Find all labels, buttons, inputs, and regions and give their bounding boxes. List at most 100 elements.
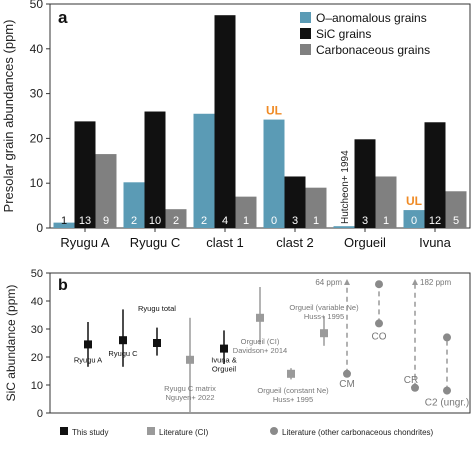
range-label: CO: [372, 331, 387, 342]
count-label: 3: [362, 215, 368, 227]
data-point: [84, 340, 92, 349]
count-label: 2: [173, 215, 179, 227]
legend-label: Literature (CI): [159, 428, 209, 437]
category-label: Orgueil: [344, 235, 386, 250]
panel-label: a: [58, 8, 68, 27]
bar: [305, 187, 327, 228]
point-label: Ryugu C: [108, 349, 138, 358]
bar: [403, 210, 425, 228]
bar: [165, 209, 187, 228]
bar: [445, 191, 467, 228]
data-point: [287, 369, 295, 378]
bar: [193, 113, 215, 228]
point-label: Orgueil (variable Ne) Huss+ 1995: [289, 303, 359, 321]
y-tick-label: 40: [31, 296, 43, 308]
y-tick-label: 50: [30, 0, 44, 11]
count-label: 5: [453, 215, 459, 227]
count-label: 3: [292, 215, 298, 227]
range-bottom-marker: [375, 319, 383, 328]
bar: [263, 119, 285, 228]
data-point: [220, 344, 228, 353]
legend-swatch: [300, 28, 311, 39]
count-label: 0: [271, 215, 277, 227]
arrow-label: 64 ppm: [315, 278, 342, 287]
bar: [144, 111, 166, 228]
range-top-marker: [443, 333, 451, 342]
range-label: CM: [339, 379, 355, 390]
point-label: Ryugu C matrix Nguyen+ 2022: [164, 384, 216, 402]
bar: [235, 196, 257, 228]
count-label: 4: [222, 215, 228, 227]
range-bottom-marker: [343, 369, 351, 378]
bar: [123, 182, 145, 228]
count-label: 1: [61, 215, 67, 227]
data-point: [153, 339, 161, 347]
y-tick-label: 0: [36, 221, 43, 235]
range-label: C2 (ungr.): [425, 398, 469, 409]
legend-label: Literature (other carbonaceous chondrite…: [282, 428, 434, 437]
count-label: 10: [149, 215, 161, 227]
legend-marker: [147, 427, 155, 435]
y-tick-label: 20: [30, 131, 44, 145]
legend-swatch: [300, 12, 311, 23]
legend-label: Carbonaceous grains: [316, 43, 430, 57]
bar: [214, 15, 236, 229]
category-label: Ryugu A: [60, 235, 109, 250]
count-label: 2: [131, 215, 137, 227]
data-point: [256, 313, 264, 322]
bar: [284, 176, 306, 228]
legend-marker: [60, 427, 68, 435]
category-label: Ryugu C: [130, 235, 181, 250]
bar: [375, 176, 397, 228]
bar: [424, 122, 446, 228]
point-label: Orgueil (CI) Davidson+ 2014: [233, 337, 287, 355]
category-label: Ivuna: [419, 235, 452, 250]
panel-b: 0 10 20 30 40 50 SiC abundance (ppm) b Ryugu A Ry…: [4, 268, 471, 437]
category-label: clast 1: [206, 235, 244, 250]
y-axis-label: SiC abundance (ppm): [4, 285, 18, 402]
legend-swatch: [300, 44, 311, 55]
data-point: [119, 336, 127, 345]
legend-label: This study: [72, 428, 108, 437]
y-tick-label: 30: [30, 87, 44, 101]
count-label: 9: [103, 215, 109, 227]
point-label: Orgueil (constant Ne) Huss+ 1995: [257, 386, 329, 404]
upper-limit-label: UL: [266, 104, 282, 118]
point-label: Ryugu A: [74, 355, 102, 364]
y-tick-label: 50: [31, 268, 43, 280]
plot-frame: [49, 3, 471, 229]
bar: [95, 154, 117, 228]
panel-label: b: [58, 277, 68, 294]
count-label: 2: [201, 215, 207, 227]
range-bottom-marker: [443, 386, 451, 395]
y-tick-label: 40: [30, 42, 44, 56]
point-label: Ivuna & Orgueil: [211, 356, 236, 374]
count-label: 13: [79, 215, 91, 227]
bar: [74, 121, 96, 228]
legend-label: SiC grains: [316, 27, 371, 41]
range-top-marker: [375, 280, 383, 289]
y-tick-label: 30: [31, 324, 43, 336]
point-label: Ryugu total: [138, 304, 176, 313]
count-label: 1: [383, 215, 389, 227]
count-label: 1: [313, 215, 319, 227]
count-label: 12: [429, 215, 441, 227]
legend-marker: [270, 427, 278, 435]
arrow-label: 182 ppm: [420, 278, 451, 287]
data-point: [320, 329, 328, 338]
count-label: 1: [243, 215, 249, 227]
upper-limit-label: UL: [406, 194, 422, 208]
y-axis-label: Presolar grain abundances (ppm): [1, 20, 16, 213]
bar: [333, 226, 355, 228]
y-tick-label: 10: [30, 176, 44, 190]
plot-frame: [49, 272, 471, 414]
y-tick-label: 10: [31, 380, 43, 392]
range-bottom-marker: [411, 383, 419, 392]
y-tick-label: 20: [31, 352, 43, 364]
range-arrow: [344, 279, 350, 285]
y-tick-label: 0: [37, 408, 43, 420]
data-point: [186, 355, 194, 364]
category-label: clast 2: [276, 235, 314, 250]
